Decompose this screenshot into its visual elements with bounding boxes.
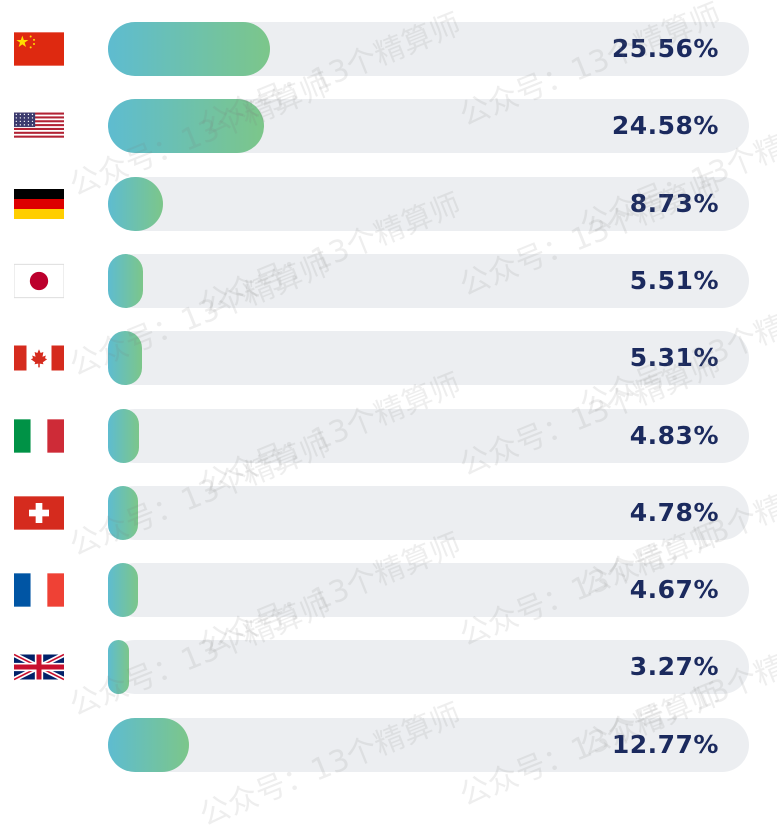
bar-row: 4.67%: [0, 563, 777, 618]
bar-fill: [108, 253, 143, 308]
cn-flag-icon: [14, 31, 64, 67]
bar-fill: [108, 408, 139, 463]
bar-track: [108, 717, 749, 772]
bar-fill: [108, 485, 139, 540]
bar-value-label: 5.51%: [629, 265, 719, 295]
bar-value-label: 4.67%: [629, 575, 719, 605]
bar-fill: [108, 331, 142, 386]
bar-row: 5.51%: [0, 253, 777, 308]
bar-row: 4.78%: [0, 485, 777, 540]
bar-fill: [108, 640, 129, 695]
bar-value-label: 3.27%: [629, 652, 719, 682]
bar-row: 8.73%: [0, 176, 777, 231]
ch-flag-icon: [14, 495, 64, 531]
bar-fill: [108, 22, 271, 76]
bar-fill: [108, 563, 138, 618]
bar-row: 3.27%: [0, 640, 777, 695]
bar-fill: [108, 99, 265, 154]
fr-flag-icon: [14, 572, 64, 608]
bar-value-label: 24.58%: [611, 111, 719, 141]
bar-row: 4.83%: [0, 408, 777, 463]
bar-track: [108, 563, 749, 618]
bar-value-label: 12.77%: [611, 729, 719, 759]
bar-value-label: 8.73%: [629, 188, 719, 218]
bar-track: [108, 485, 749, 540]
bar-track: [108, 253, 749, 308]
bar-value-label: 4.83%: [629, 420, 719, 450]
gb-flag-icon: [14, 649, 64, 685]
bar-row: 25.56%: [0, 22, 777, 76]
bar-fill: [108, 176, 164, 231]
bar-value-label: 25.56%: [611, 34, 719, 63]
bar-row: 5.31%: [0, 331, 777, 386]
de-flag-icon: [14, 186, 64, 222]
us-flag-icon: [14, 108, 64, 144]
it-flag-icon: [14, 418, 64, 454]
bar-fill: [108, 717, 190, 772]
bar-track: [108, 176, 749, 231]
bar-track: [108, 640, 749, 695]
jp-flag-icon: [14, 263, 64, 299]
ca-flag-icon: [14, 340, 64, 376]
bar-row: 12.77%: [0, 717, 777, 772]
bar-value-label: 5.31%: [629, 343, 719, 373]
bar-track: [108, 408, 749, 463]
bar-track: [108, 331, 749, 386]
bar-row: 24.58%: [0, 99, 777, 154]
bar-value-label: 4.78%: [629, 497, 719, 527]
